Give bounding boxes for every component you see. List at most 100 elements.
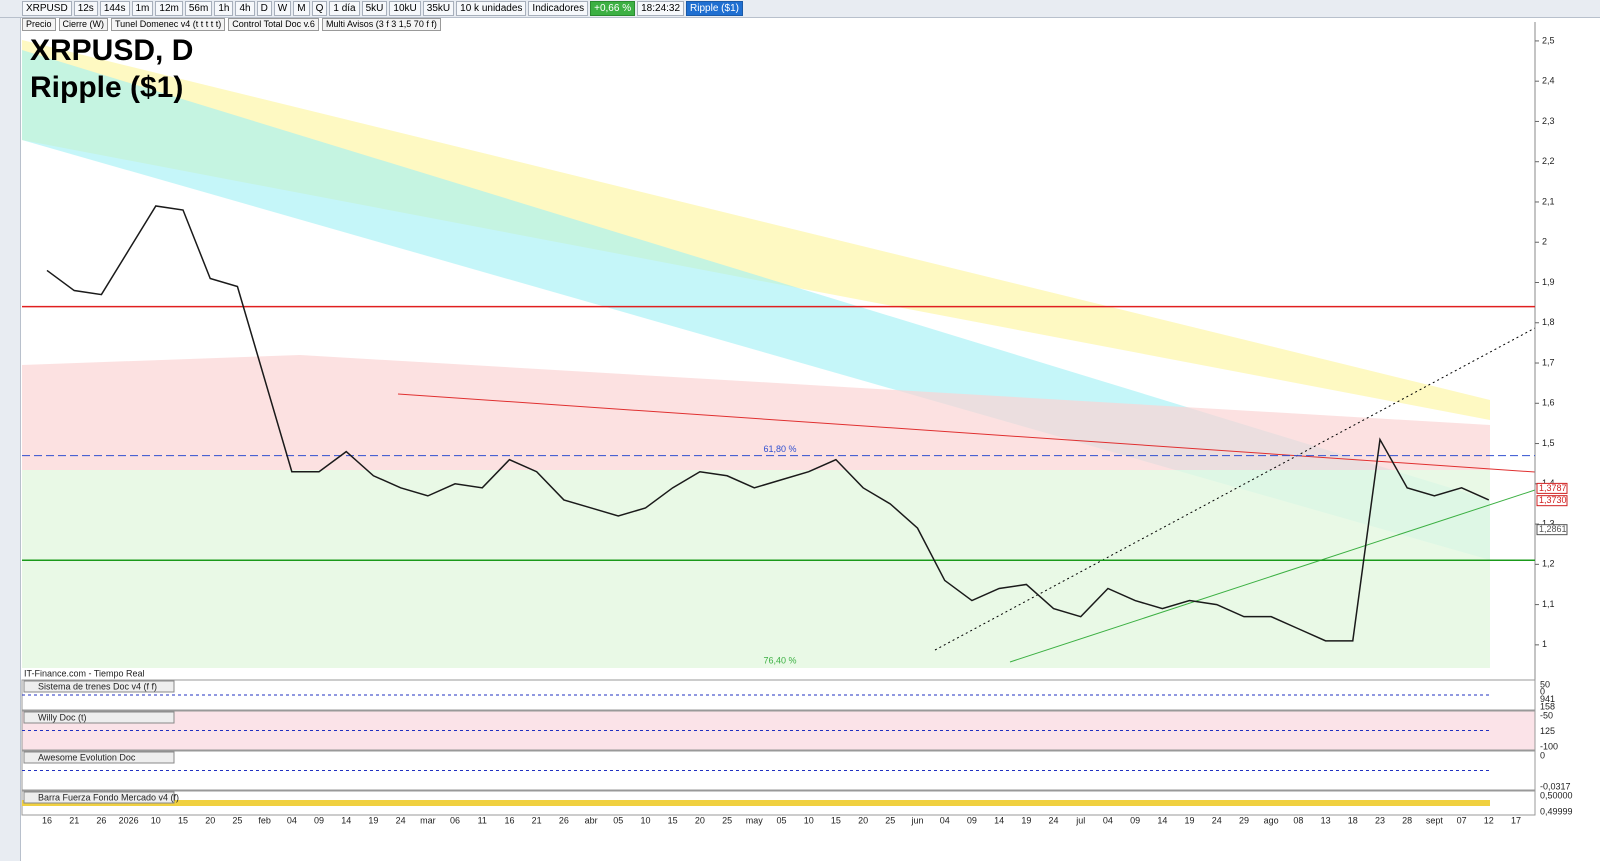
price-tag [1536,495,1568,507]
price-tag [1536,482,1568,494]
panel-title: Willy Doc (t) [38,712,87,722]
x-tick-label: 17 [1511,815,1521,825]
toolbar-button[interactable]: 1h [214,1,234,16]
panel-axis-label: -0,0317 [1540,781,1571,791]
toolbar-button[interactable]: D [256,1,272,16]
toolbar-button[interactable]: 1m [131,1,154,16]
x-tick-label: 19 [368,815,378,825]
x-tick-label: 10 [804,815,814,825]
band-yellow [22,40,1490,420]
x-tick-label: 10 [640,815,650,825]
y-tick-label: 2,3 [1542,116,1555,126]
x-tick-label: 15 [831,815,841,825]
panel-axis-label: 158 [1540,701,1555,711]
toolbar-button[interactable]: 4h [235,1,255,16]
toolbar-button[interactable]: 12m [155,1,183,16]
x-tick-label: 19 [1185,815,1195,825]
x-tick-label: 09 [1130,815,1140,825]
band-green [22,470,1490,668]
x-tick-label: 2026 [119,815,139,825]
x-tick-label: 24 [1049,815,1059,825]
x-tick-label: 14 [341,815,351,825]
x-tick-label: 16 [42,815,52,825]
trend-dotted [934,327,1536,651]
price-label: 1,3730 [1539,495,1567,505]
toolbar-button[interactable]: +0,66 % [590,1,636,16]
price-label: 1,2861 [1539,524,1567,534]
x-tick-label: 12 [1484,815,1494,825]
study-item[interactable]: Control Total Doc v.6 [228,18,319,31]
toolbar-button[interactable]: M [293,1,310,16]
x-tick-label: 13 [1321,815,1331,825]
toolbar-button[interactable]: Indicadores [528,1,589,16]
panel-axis-label: 0 [1540,750,1545,760]
x-tick-label: 24 [396,815,406,825]
toolbar-button[interactable]: 144s [99,1,130,16]
price-label: 1,3787 [1539,483,1567,493]
y-tick-label: 1,2 [1542,559,1555,569]
study-item[interactable]: Tunel Domenec v4 (t t t t t) [111,18,226,31]
x-tick-label: 14 [1157,815,1167,825]
x-tick-label: jul [1075,815,1085,825]
y-tick-label: 1,1 [1542,599,1555,609]
y-tick-label: 2,5 [1542,35,1555,45]
x-tick-label: 26 [96,815,106,825]
panel-axis-label: 50 [1540,679,1550,689]
y-tick-label: 1 [1542,639,1547,649]
chart-title: XRPUSD, D [30,34,193,67]
panel-axis-label: 0 [1540,687,1545,697]
x-tick-label: 20 [695,815,705,825]
x-tick-label: 28 [1402,815,1412,825]
study-item[interactable]: Precio [22,18,56,31]
toolbar-button[interactable]: 56m [184,1,213,16]
panel-axis-label: 0,49999 [1540,806,1573,816]
trend-red [397,393,1536,473]
study-item[interactable]: Multi Avisos (3 f 3 1,5 70 f f) [321,18,441,31]
x-tick-label: 20 [858,815,868,825]
y-tick-label: 1,6 [1542,398,1555,408]
y-tick-label: 2 [1542,237,1547,247]
toolbar-button[interactable]: 18:24:32 [637,1,685,16]
chart-subtitle: Ripple ($1) [30,71,183,104]
y-tick-label: 1,7 [1542,357,1555,367]
toolbar-button[interactable]: W [273,1,292,16]
toolbar-button[interactable]: 35kU [422,1,455,16]
toolbar: XRPUSD 12s 144s 1m 12m 56m 1h 4h D W M Q 1 día 5kU 10k… [0,0,1600,18]
trend-green [1009,489,1536,663]
x-tick-label: 21 [69,815,79,825]
price-line [46,205,1490,642]
toolbar-button[interactable]: 10kU [389,1,421,16]
x-tick-label: 16 [504,815,514,825]
toolbar-button[interactable]: XRPUSD [22,1,72,16]
toolbar-button[interactable]: Q [311,1,328,16]
study-item[interactable]: Cierre (W) [58,18,109,31]
fib-label: 76,40 % [763,655,796,665]
toolbar-button[interactable]: 10 k unidades [456,1,527,16]
toolbar-button[interactable]: 1 día [329,1,360,16]
x-tick-label: 06 [450,815,460,825]
panel-title: Barra Fuerza Fondo Mercado v4 (f) [38,792,179,802]
x-tick-label: 25 [722,815,732,825]
x-tick-label: 08 [1293,815,1303,825]
y-tick-label: 1,5 [1542,438,1555,448]
source: IT-Finance.com - Tiempo Real [24,668,145,678]
band-pink [22,355,1490,470]
x-tick-label: 21 [532,815,542,825]
x-tick-label: 26 [559,815,569,825]
x-tick-label: 15 [178,815,188,825]
y-tick-label: 2,4 [1542,76,1555,86]
panel-axis-label: -50 [1540,710,1553,720]
x-tick-label: 09 [967,815,977,825]
x-tick-label: 09 [314,815,324,825]
x-tick-label: 11 [478,815,487,825]
x-tick-label: 23 [1375,815,1385,825]
x-tick-label: 14 [994,815,1004,825]
toolbar-button[interactable]: 5kU [361,1,388,16]
x-tick-label: abr [585,815,598,825]
x-tick-label: jun [911,815,924,825]
panel-title-bg [23,680,175,693]
toolbar-button[interactable]: Ripple ($1) [686,1,743,16]
toolbar-button[interactable]: 12s [73,1,98,16]
